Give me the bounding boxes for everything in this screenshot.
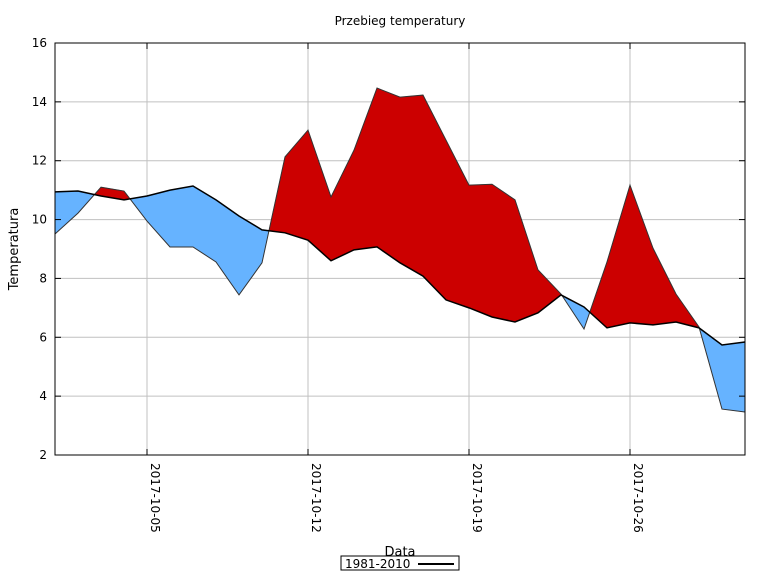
fill-above-normal: [284, 129, 309, 241]
normal-1981-2010-line: [54, 185, 746, 346]
actual-temperature-line: [54, 87, 746, 413]
y-tick-label: 14: [32, 95, 47, 109]
x-tick-label: 2017-10-12: [309, 463, 323, 533]
fill-above-normal: [330, 150, 355, 262]
fill-areas: [54, 87, 746, 413]
fill-above-normal: [491, 183, 516, 323]
series-lines: [54, 87, 746, 413]
y-axis-label: Temperatura: [7, 208, 22, 292]
fill-below-normal: [169, 185, 194, 248]
fill-below-normal: [146, 189, 171, 248]
legend-label: 1981-2010: [345, 557, 410, 571]
fill-above-normal: [468, 183, 493, 318]
y-tick-label: 16: [32, 36, 47, 50]
x-tick-label: 2017-10-19: [470, 463, 484, 533]
fill-above-normal: [537, 269, 562, 314]
ticks: 2 4 6 8 10 12 14 16 2017-10-05 2017-10-12 2017-10-…: [32, 36, 745, 533]
y-tick-label: 4: [39, 389, 47, 403]
fill-above-normal: [353, 87, 378, 251]
chart-title: Przebieg temperatury: [335, 14, 466, 28]
x-tick-label: 2017-10-26: [631, 463, 645, 533]
fill-above-normal: [422, 94, 447, 301]
fill-above-normal: [606, 185, 631, 329]
fill-above-normal: [445, 140, 470, 309]
y-tick-label: 2: [39, 448, 47, 462]
legend: 1981-2010: [340, 555, 460, 571]
y-tick-label: 10: [32, 213, 47, 227]
x-tick-label: 2017-10-05: [148, 463, 162, 533]
plot-border: [54, 42, 746, 456]
fill-above-normal: [376, 87, 401, 264]
y-tick-label: 8: [39, 271, 47, 285]
y-tick-label: 12: [32, 154, 47, 168]
fill-above-normal: [307, 130, 332, 262]
y-tick-label: 6: [39, 330, 47, 344]
fill-above-normal: [629, 185, 654, 326]
fill-above-normal: [399, 94, 424, 277]
legend-box: [340, 555, 460, 571]
fill-below-normal: [54, 190, 79, 235]
fill-below-normal: [721, 341, 746, 413]
fill-above-normal: [589, 261, 608, 329]
